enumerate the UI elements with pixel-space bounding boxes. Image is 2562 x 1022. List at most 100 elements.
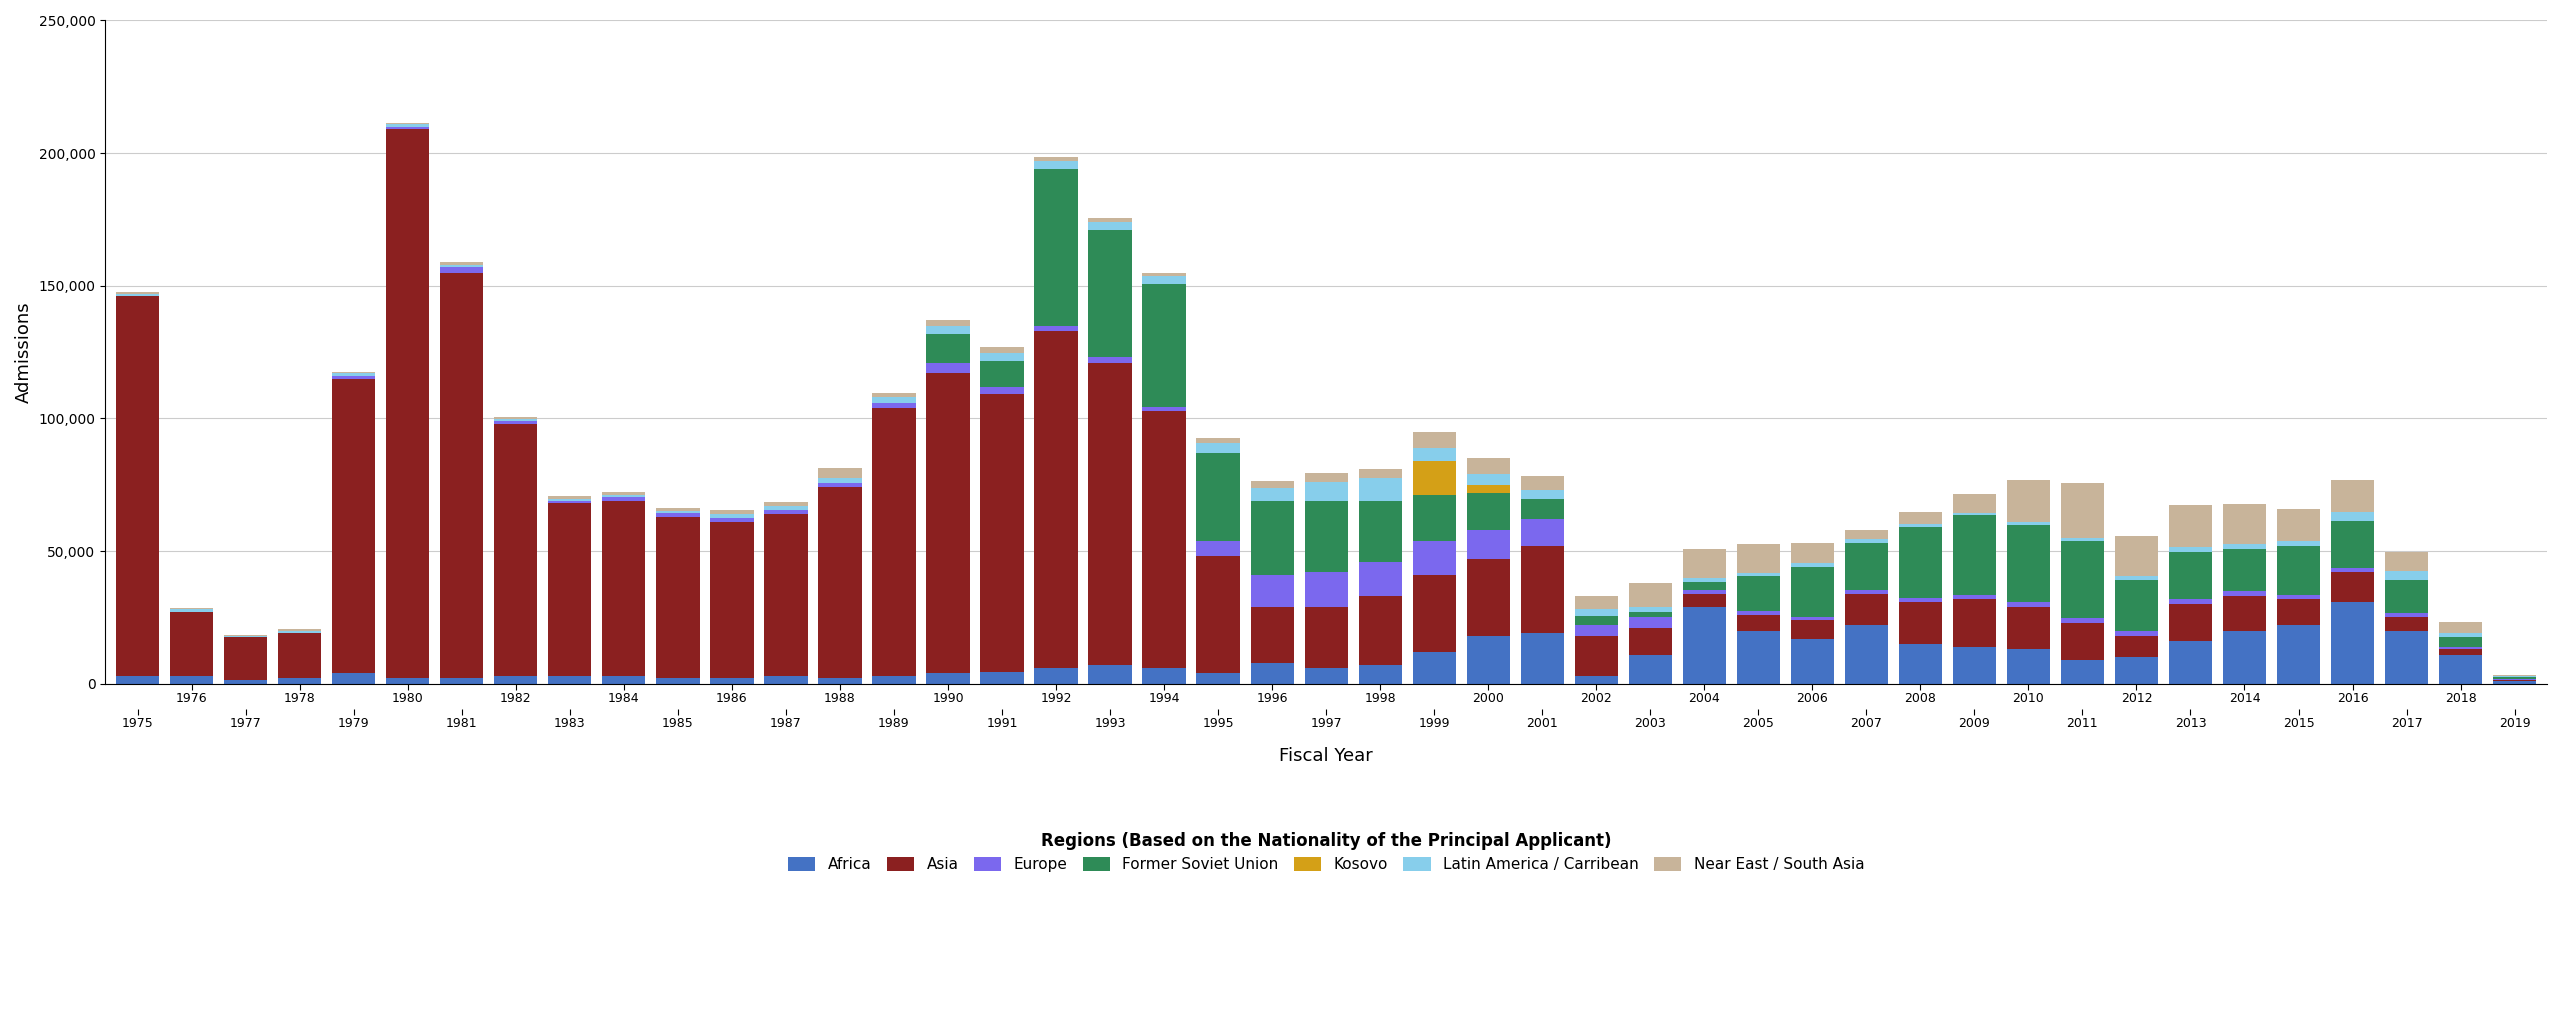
Bar bbox=[2493, 680, 2536, 681]
Bar bbox=[981, 387, 1025, 393]
Bar bbox=[710, 518, 753, 522]
Bar bbox=[333, 379, 377, 673]
Bar bbox=[2170, 600, 2211, 604]
Bar bbox=[1412, 575, 1455, 652]
Bar bbox=[1196, 673, 1240, 684]
Bar bbox=[602, 493, 646, 495]
Bar bbox=[1952, 495, 1996, 513]
Bar bbox=[1143, 411, 1186, 667]
Bar bbox=[817, 483, 861, 487]
Bar bbox=[1522, 491, 1563, 500]
Legend: Africa, Asia, Europe, Former Soviet Union, Kosovo, Latin America / Carribean, Ne: Africa, Asia, Europe, Former Soviet Unio… bbox=[781, 824, 1873, 880]
Bar bbox=[2493, 679, 2536, 680]
Bar bbox=[1358, 501, 1401, 562]
Bar bbox=[2224, 592, 2267, 596]
Bar bbox=[1304, 482, 1348, 501]
Bar bbox=[1250, 501, 1294, 575]
Bar bbox=[2385, 613, 2429, 617]
Bar bbox=[1683, 582, 1727, 590]
Bar bbox=[1683, 594, 1727, 607]
Bar bbox=[2060, 539, 2103, 541]
Bar bbox=[1304, 572, 1348, 607]
Bar bbox=[1898, 644, 1942, 684]
Bar bbox=[817, 467, 861, 478]
Bar bbox=[1952, 599, 1996, 647]
Bar bbox=[1196, 541, 1240, 556]
Bar bbox=[279, 630, 320, 631]
Bar bbox=[1250, 575, 1294, 607]
Bar bbox=[115, 293, 159, 296]
Bar bbox=[1952, 647, 1996, 684]
Bar bbox=[548, 504, 592, 676]
Bar bbox=[1412, 541, 1455, 575]
Bar bbox=[387, 129, 430, 679]
Bar bbox=[874, 398, 915, 403]
Bar bbox=[494, 421, 538, 424]
Bar bbox=[223, 680, 266, 684]
Bar bbox=[1522, 634, 1563, 684]
Bar bbox=[656, 508, 699, 511]
Bar bbox=[602, 676, 646, 684]
Bar bbox=[169, 676, 213, 684]
Bar bbox=[1089, 363, 1132, 665]
Bar bbox=[1035, 326, 1079, 331]
Bar bbox=[656, 517, 699, 679]
Bar bbox=[2278, 599, 2321, 625]
Bar bbox=[710, 522, 753, 679]
Bar bbox=[1845, 625, 1888, 684]
Bar bbox=[1576, 636, 1617, 676]
Bar bbox=[1412, 431, 1455, 448]
Bar bbox=[2060, 541, 2103, 618]
Bar bbox=[1683, 549, 1727, 578]
Bar bbox=[927, 363, 968, 373]
X-axis label: Fiscal Year: Fiscal Year bbox=[1278, 747, 1373, 764]
Bar bbox=[981, 672, 1025, 684]
Bar bbox=[2385, 553, 2429, 571]
Bar bbox=[333, 376, 377, 379]
Bar bbox=[981, 393, 1025, 672]
Bar bbox=[2224, 631, 2267, 684]
Bar bbox=[548, 497, 592, 499]
Bar bbox=[1845, 530, 1888, 540]
Bar bbox=[1143, 667, 1186, 684]
Bar bbox=[1791, 544, 1834, 563]
Bar bbox=[1791, 617, 1834, 620]
Bar bbox=[1143, 407, 1186, 411]
Bar bbox=[115, 676, 159, 684]
Bar bbox=[2278, 541, 2321, 546]
Bar bbox=[1412, 496, 1455, 541]
Bar bbox=[1143, 273, 1186, 276]
Bar bbox=[2060, 622, 2103, 660]
Bar bbox=[2493, 681, 2536, 684]
Bar bbox=[494, 676, 538, 684]
Bar bbox=[817, 478, 861, 483]
Bar bbox=[1683, 578, 1727, 582]
Bar bbox=[927, 373, 968, 673]
Bar bbox=[1465, 636, 1509, 684]
Bar bbox=[1952, 515, 1996, 595]
Bar bbox=[2493, 677, 2536, 679]
Bar bbox=[2439, 633, 2483, 637]
Bar bbox=[1845, 591, 1888, 594]
Bar bbox=[279, 679, 320, 684]
Bar bbox=[333, 673, 377, 684]
Bar bbox=[1845, 540, 1888, 543]
Bar bbox=[710, 510, 753, 514]
Bar bbox=[927, 333, 968, 363]
Bar bbox=[1143, 276, 1186, 284]
Bar bbox=[2114, 580, 2157, 631]
Bar bbox=[2278, 546, 2321, 595]
Bar bbox=[1465, 529, 1509, 559]
Bar bbox=[1089, 222, 1132, 230]
Bar bbox=[1629, 629, 1673, 655]
Bar bbox=[763, 514, 807, 676]
Bar bbox=[1412, 448, 1455, 461]
Bar bbox=[763, 502, 807, 506]
Bar bbox=[1358, 469, 1401, 478]
Bar bbox=[1629, 655, 1673, 684]
Bar bbox=[169, 612, 213, 676]
Bar bbox=[1737, 611, 1781, 615]
Bar bbox=[115, 296, 159, 676]
Bar bbox=[1522, 500, 1563, 519]
Bar bbox=[1522, 546, 1563, 634]
